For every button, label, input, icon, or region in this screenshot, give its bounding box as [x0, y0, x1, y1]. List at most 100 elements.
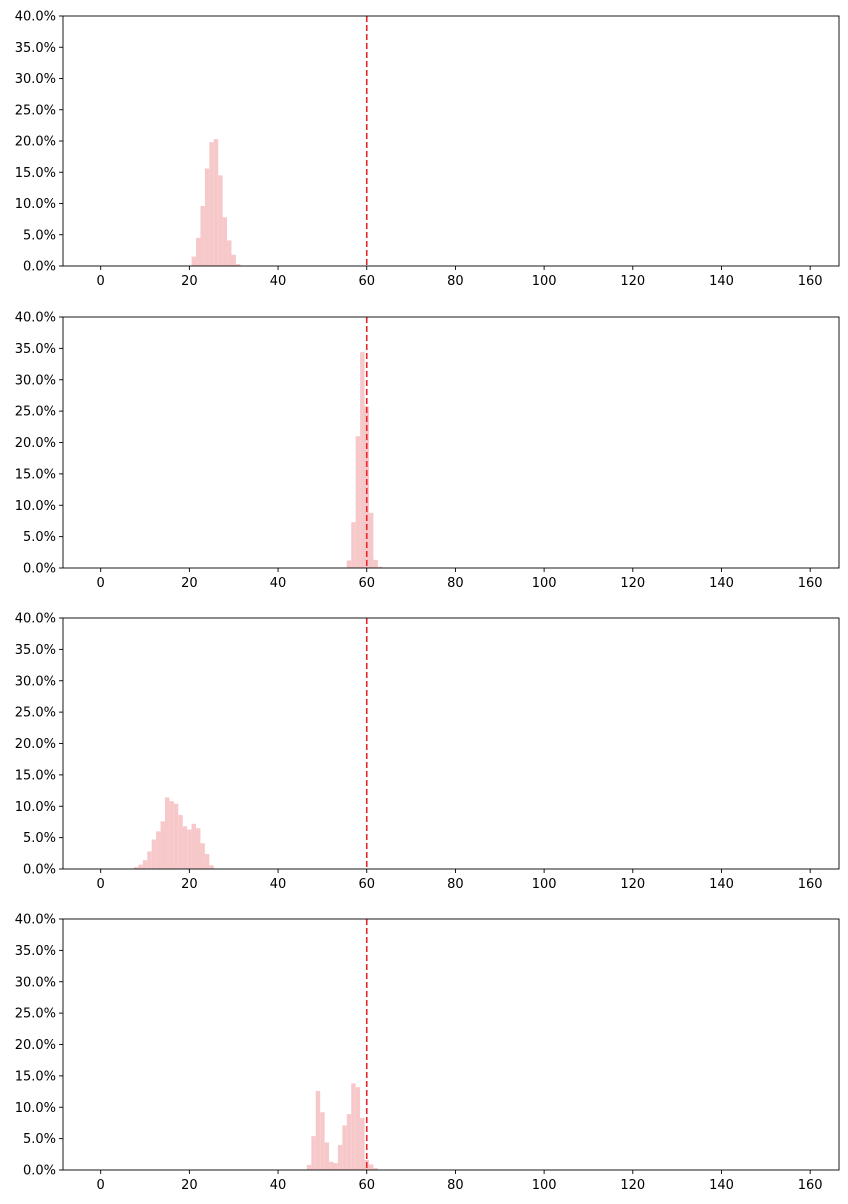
x-tick-label: 40	[270, 274, 287, 289]
histogram-bar	[138, 864, 143, 869]
histogram-bar	[368, 512, 374, 568]
x-tick-label: 0	[97, 877, 105, 892]
y-tick-label: 35.0%	[15, 41, 56, 56]
y-tick-label: 30.0%	[15, 975, 56, 990]
histogram-bar	[182, 826, 188, 869]
histogram-bar	[191, 823, 197, 869]
y-tick-label: 0.0%	[23, 562, 56, 577]
y-tick-label: 35.0%	[15, 643, 56, 658]
y-tick-label: 10.0%	[15, 499, 56, 514]
x-tick-label: 160	[798, 274, 823, 289]
y-tick-label: 20.0%	[15, 436, 56, 451]
histogram-bar	[200, 843, 205, 869]
histogram-bar	[227, 240, 232, 266]
histogram-panel-4: 0 20 40 60 80 100 120 140 160 0.0% 5.0% 10.0% 15.0% 2…	[15, 913, 840, 1193]
x-tick-label: 120	[620, 274, 645, 289]
x-tick-label: 20	[181, 274, 198, 289]
y-tick-label: 35.0%	[15, 944, 56, 959]
histogram-bar	[222, 217, 228, 266]
histogram-bar	[218, 175, 223, 266]
histogram-bar	[209, 142, 214, 266]
y-tick-label: 30.0%	[15, 373, 56, 388]
histogram-bar	[342, 1125, 347, 1170]
x-tick-label: 80	[447, 1178, 464, 1193]
y-tick-label: 15.0%	[15, 166, 56, 181]
histogram-bar	[315, 1090, 321, 1170]
histogram-bar	[200, 206, 205, 266]
y-tick-label: 15.0%	[15, 1069, 56, 1084]
y-tick-label: 20.0%	[15, 1038, 56, 1053]
y-tick-label: 25.0%	[15, 706, 56, 721]
y-tick-label: 5.0%	[23, 228, 56, 243]
y-tick-label: 15.0%	[15, 467, 56, 482]
y-tick-label: 25.0%	[15, 405, 56, 420]
x-tick-label: 160	[798, 877, 823, 892]
y-tick-label: 15.0%	[15, 768, 56, 783]
histogram-bar	[133, 867, 139, 869]
histogram-bar	[311, 1136, 316, 1170]
x-tick-label: 120	[620, 576, 645, 591]
histogram-bar	[204, 168, 210, 266]
y-tick-label: 30.0%	[15, 674, 56, 689]
y-tick-label: 20.0%	[15, 135, 56, 150]
y-tick-label: 10.0%	[15, 1101, 56, 1116]
histogram-bar	[351, 522, 356, 568]
histogram-bar	[377, 566, 383, 568]
x-tick-label: 140	[709, 576, 734, 591]
histogram-bar	[324, 1142, 330, 1170]
histogram-bar	[151, 839, 157, 869]
y-tick-label: 30.0%	[15, 72, 56, 87]
histogram-bar	[355, 1087, 361, 1170]
y-tick-label: 20.0%	[15, 737, 56, 752]
x-tick-label: 0	[97, 274, 105, 289]
histogram-bar	[360, 352, 365, 568]
histogram-bar	[306, 1164, 312, 1170]
histogram-bar	[351, 1083, 356, 1170]
histogram-bar	[368, 1164, 374, 1170]
x-tick-label: 100	[532, 274, 557, 289]
plot-frame	[62, 15, 840, 267]
histogram-bar	[164, 797, 170, 869]
x-tick-label: 100	[532, 1178, 557, 1193]
y-tick-label: 40.0%	[15, 311, 56, 326]
histogram-bar	[191, 256, 197, 266]
histogram-bar	[169, 801, 174, 869]
histogram-bar	[147, 851, 152, 869]
x-tick-label: 140	[709, 274, 734, 289]
x-tick-label: 60	[358, 274, 375, 289]
x-tick-label: 120	[620, 1178, 645, 1193]
histogram-bar	[329, 1161, 334, 1170]
histogram-bar	[235, 264, 241, 266]
histogram-bar	[178, 815, 183, 869]
y-tick-label: 35.0%	[15, 342, 56, 357]
plot-frame	[62, 918, 840, 1171]
y-tick-label: 10.0%	[15, 800, 56, 815]
histogram-panel-1: 0 20 40 60 80 100 120 140 160 0.0% 5.0% 10.0% 15.0% 2…	[15, 10, 840, 289]
x-tick-label: 60	[358, 576, 375, 591]
plot-frame	[62, 316, 840, 569]
histogram-panel-3: 0 20 40 60 80 100 120 140 160 0.0% 5.0% 10.0% 15.0% 2…	[15, 612, 840, 892]
histogram-bar	[364, 406, 369, 568]
histogram-bar	[187, 829, 192, 869]
histogram-bar	[204, 853, 210, 869]
y-tick-label: 40.0%	[15, 913, 56, 928]
histogram-bar	[346, 1114, 352, 1170]
x-tick-label: 160	[798, 576, 823, 591]
histogram-bar	[160, 821, 165, 869]
histogram-bar	[156, 831, 161, 869]
x-tick-label: 40	[270, 576, 287, 591]
histogram-bar	[355, 436, 361, 568]
histogram-bar	[333, 1163, 338, 1170]
histogram-bar	[231, 254, 236, 266]
x-tick-label: 60	[358, 1178, 375, 1193]
x-tick-label: 20	[181, 1178, 198, 1193]
y-tick-label: 0.0%	[23, 1164, 56, 1179]
x-tick-label: 100	[532, 877, 557, 892]
histogram-bar	[360, 1117, 365, 1170]
y-tick-label: 10.0%	[15, 197, 56, 212]
histogram-panel-2: 0 20 40 60 80 100 120 140 160 0.0% 5.0% 10.0% 15.0% 2…	[15, 311, 840, 591]
y-tick-label: 40.0%	[15, 10, 56, 25]
y-tick-label: 5.0%	[23, 831, 56, 846]
histogram-bar	[196, 828, 201, 869]
